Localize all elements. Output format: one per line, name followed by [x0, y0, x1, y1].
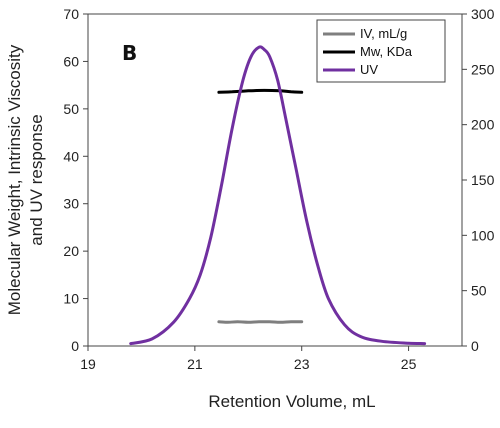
left-tick-label: 20	[63, 243, 79, 259]
left-tick-label: 30	[63, 196, 79, 212]
right-tick-label: 50	[471, 283, 487, 299]
legend: IV, mL/g Mw, KDa UV	[316, 19, 446, 83]
uv-series-line	[129, 45, 427, 346]
right-tick-label: 300	[471, 6, 495, 22]
left-tick-label: 70	[63, 6, 79, 22]
mw-series-line	[217, 88, 304, 94]
left-tick-label: 50	[63, 101, 79, 117]
right-tick-label: 100	[471, 227, 495, 243]
x-tick-label: 21	[187, 356, 203, 372]
plot-area	[129, 45, 427, 346]
right-tick-label: 200	[471, 117, 495, 133]
x-axis-title: Retention Volume, mL	[208, 392, 375, 411]
right-tick-label: 0	[471, 338, 479, 354]
left-tick-label: 60	[63, 53, 79, 69]
panel-label: B	[122, 41, 137, 65]
y-axis-title-line2: and UV response	[27, 114, 46, 245]
legend-label-mw: Mw, KDa	[360, 44, 413, 59]
y-axis-title-line1: Molecular Weight, Intrinsic Viscosity	[5, 44, 24, 315]
iv-series-line	[217, 320, 304, 324]
left-tick-label: 40	[63, 148, 79, 164]
right-tick-label: 150	[471, 172, 495, 188]
right-axis: 0 50 100 150 200 250 300	[462, 6, 495, 354]
legend-label-iv: IV, mL/g	[360, 26, 407, 41]
left-tick-label: 10	[63, 291, 79, 307]
left-tick-label: 0	[71, 338, 79, 354]
left-axis: 0 10 20 30 40 50 60 70	[63, 6, 88, 354]
x-tick-label: 19	[80, 356, 96, 372]
x-axis: 19 21 23 25	[80, 346, 417, 372]
x-tick-label: 25	[401, 356, 417, 372]
right-tick-label: 250	[471, 61, 495, 77]
legend-label-uv: UV	[360, 62, 378, 77]
x-tick-label: 23	[294, 356, 310, 372]
